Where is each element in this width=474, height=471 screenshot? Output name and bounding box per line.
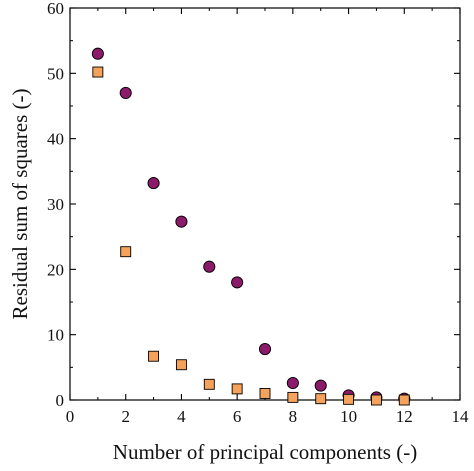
series-2-point (315, 393, 327, 405)
series-2-point (287, 391, 299, 403)
series-1-point (119, 86, 132, 99)
plot-frame (69, 7, 461, 401)
x-tick-label: 8 (289, 407, 298, 426)
y-tick-label: 10 (47, 326, 64, 345)
x-tick-label: 10 (340, 407, 357, 426)
series-2-point (120, 246, 132, 258)
x-tick-label: 14 (452, 407, 470, 426)
series-2-point (259, 388, 271, 399)
series-1-point (203, 260, 216, 273)
series-2-point (203, 378, 215, 390)
y-tick-label: 30 (47, 195, 64, 214)
y-tick-label: 50 (47, 64, 64, 83)
y-tick-label: 0 (56, 391, 65, 410)
y-axis-title: Residual sum of squares (-) (8, 89, 32, 320)
x-tick-label: 12 (396, 407, 413, 426)
y-tick-label: 20 (47, 260, 64, 279)
tick-labels: 0 2 4 6 8 10 12 14 0 10 20 30 40 50 60 (47, 0, 469, 426)
series-1-point (175, 215, 188, 228)
series-2-point (175, 359, 187, 371)
series-2-point (148, 350, 160, 362)
series-1-point (147, 177, 160, 190)
x-tick-label: 6 (233, 407, 242, 426)
series-2-point (343, 393, 355, 405)
series-2-point (398, 394, 410, 406)
x-axis-title: Number of principal components (-) (113, 440, 417, 464)
y-tick-label: 60 (47, 0, 64, 18)
series-2-point (92, 66, 104, 78)
x-tick-label: 0 (66, 407, 75, 426)
series-2-point (370, 394, 382, 406)
series-1-point (91, 47, 104, 60)
series-1-point (231, 276, 244, 289)
series-1-point (258, 342, 272, 356)
x-tick-label: 2 (121, 407, 130, 426)
series-1-point (286, 376, 299, 390)
series-1-point (314, 379, 327, 392)
x-tick-label: 4 (177, 407, 186, 426)
series-2-point (231, 383, 243, 395)
axis-ticks (69, 7, 461, 401)
data-markers (91, 47, 411, 406)
y-tick-label: 40 (47, 130, 64, 149)
